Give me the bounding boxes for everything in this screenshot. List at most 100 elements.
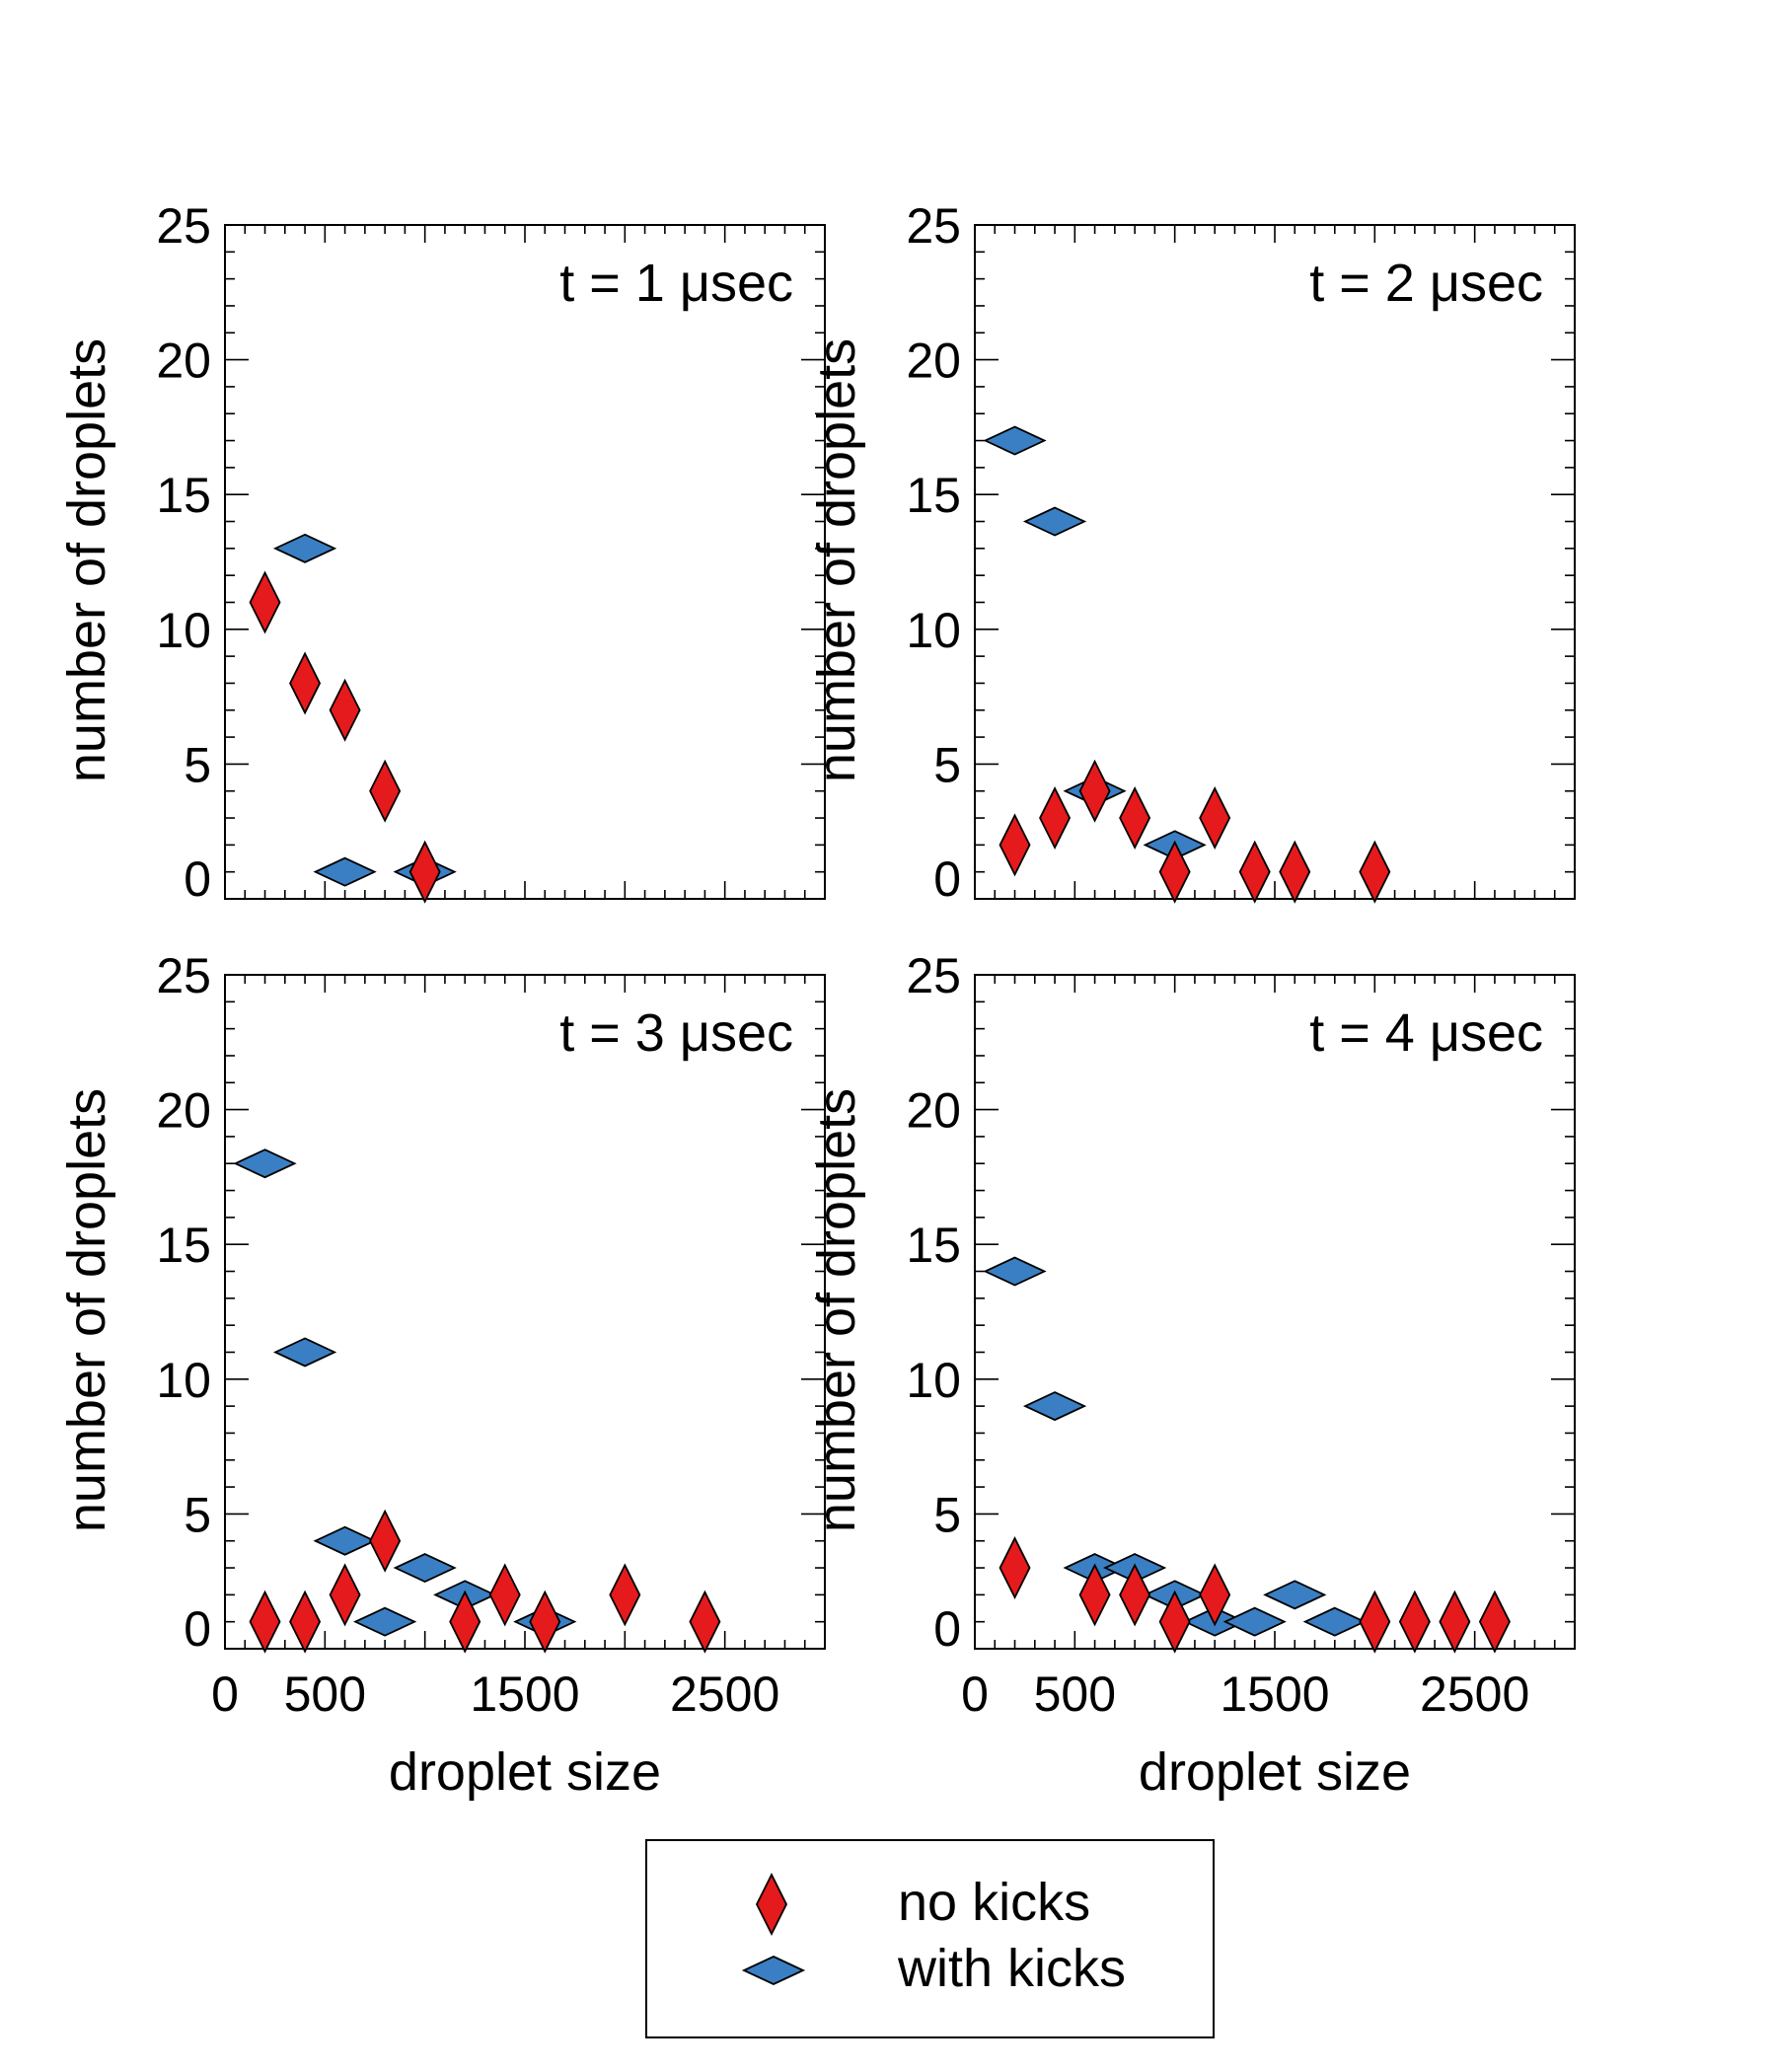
marker-no-kicks (1478, 1590, 1511, 1654)
panel-2: 0 5 10 15 20 25 number of droplets t = 2 μsec (807, 198, 1576, 907)
y-axis-label: number of droplets (57, 338, 116, 782)
legend-marker-with-kicks (741, 1956, 806, 1985)
marker-no-kicks (1078, 1563, 1111, 1627)
y-tick-label: 0 (184, 851, 211, 907)
marker-no-kicks (1238, 840, 1271, 904)
marker-with-kicks (1022, 1391, 1087, 1422)
marker-no-kicks (1359, 840, 1391, 904)
y-tick-label: 5 (933, 1487, 961, 1542)
marker-no-kicks (408, 840, 441, 904)
panel-annotation: t = 4 μsec (1309, 1003, 1543, 1063)
panel-annotation: t = 2 μsec (1309, 254, 1543, 313)
legend-label-with-kicks: with kicks (897, 1939, 1126, 1998)
marker-with-kicks (233, 1148, 297, 1179)
y-axis-label: number of droplets (807, 338, 866, 782)
legend-label-no-kicks: no kicks (898, 1873, 1090, 1932)
plot-frame (974, 224, 1576, 900)
marker-with-kicks (1222, 1606, 1287, 1637)
legend-box (645, 1839, 1215, 2038)
plot-frame (224, 974, 826, 1650)
marker-with-kicks (983, 425, 1047, 456)
y-tick-label: 0 (933, 1601, 961, 1657)
marker-no-kicks (449, 1590, 481, 1654)
y-tick-label: 25 (156, 198, 211, 254)
y-tick-label: 15 (906, 468, 961, 523)
marker-with-kicks (272, 1337, 337, 1368)
marker-no-kicks (1119, 1563, 1151, 1627)
y-tick-label: 20 (906, 333, 961, 389)
panel-1: 0 5 10 15 20 25 number of droplets t = 1 μsec (57, 198, 826, 907)
marker-with-kicks (393, 1553, 457, 1584)
marker-no-kicks (1158, 1590, 1191, 1654)
marker-no-kicks (1199, 1563, 1231, 1627)
y-tick-label: 5 (184, 737, 211, 792)
y-tick-label: 0 (933, 851, 961, 907)
marker-with-kicks (1263, 1580, 1327, 1610)
marker-no-kicks (1398, 1590, 1431, 1654)
y-tick-label: 20 (906, 1083, 961, 1139)
y-tick-label: 10 (156, 603, 211, 658)
marker-with-kicks (313, 856, 377, 887)
y-tick-label: 25 (156, 948, 211, 1003)
x-tick-label: 500 (1034, 1666, 1116, 1722)
marker-no-kicks (1279, 840, 1311, 904)
y-tick-label: 25 (906, 198, 961, 254)
marker-no-kicks (999, 1536, 1031, 1600)
y-tick-label: 15 (906, 1218, 961, 1273)
marker-no-kicks (329, 1563, 361, 1627)
marker-no-kicks (1078, 759, 1111, 823)
marker-with-kicks (1022, 506, 1087, 537)
marker-with-kicks (272, 533, 337, 563)
x-tick-label: 1500 (1220, 1666, 1329, 1722)
marker-no-kicks (289, 651, 322, 715)
panel-annotation: t = 3 μsec (559, 1003, 793, 1063)
marker-with-kicks (313, 1525, 377, 1556)
marker-no-kicks (999, 813, 1031, 877)
y-tick-label: 25 (906, 948, 961, 1003)
marker-no-kicks (488, 1563, 521, 1627)
y-tick-label: 0 (184, 1601, 211, 1657)
x-tick-label: 0 (961, 1666, 989, 1722)
y-tick-label: 20 (156, 1083, 211, 1139)
marker-with-kicks (983, 1256, 1047, 1287)
x-tick-label: 0 (211, 1666, 239, 1722)
y-tick-label: 15 (156, 1218, 211, 1273)
plot-frame (224, 224, 826, 900)
x-tick-label: 2500 (1420, 1666, 1529, 1722)
marker-no-kicks (1199, 786, 1231, 851)
marker-no-kicks (1439, 1590, 1471, 1654)
marker-no-kicks (289, 1590, 322, 1654)
marker-no-kicks (249, 1590, 281, 1654)
x-tick-label: 1500 (470, 1666, 579, 1722)
marker-with-kicks (353, 1606, 417, 1637)
y-tick-label: 10 (906, 603, 961, 658)
x-tick-label: 500 (284, 1666, 366, 1722)
marker-no-kicks (1119, 786, 1151, 851)
y-tick-label: 5 (184, 1487, 211, 1542)
marker-no-kicks (369, 1509, 402, 1573)
marker-no-kicks (689, 1590, 721, 1654)
marker-no-kicks (369, 759, 402, 823)
marker-no-kicks (329, 678, 361, 742)
marker-no-kicks (249, 570, 281, 634)
x-axis-label: droplet size (1139, 1742, 1411, 1802)
marker-no-kicks (609, 1563, 641, 1627)
y-tick-label: 10 (156, 1353, 211, 1408)
y-tick-label: 5 (933, 737, 961, 792)
marker-no-kicks (1359, 1590, 1391, 1654)
marker-with-kicks (1302, 1606, 1367, 1637)
y-tick-label: 15 (156, 468, 211, 523)
y-tick-label: 20 (156, 333, 211, 389)
marker-no-kicks (1039, 786, 1072, 851)
x-axis-label: droplet size (389, 1742, 661, 1802)
y-axis-label: number of droplets (57, 1088, 116, 1532)
marker-no-kicks (1158, 840, 1191, 904)
marker-no-kicks (529, 1590, 561, 1654)
legend-marker-no-kicks (755, 1872, 788, 1937)
legend: no kicks with kicks (645, 1839, 1215, 2038)
x-tick-label: 2500 (670, 1666, 779, 1722)
